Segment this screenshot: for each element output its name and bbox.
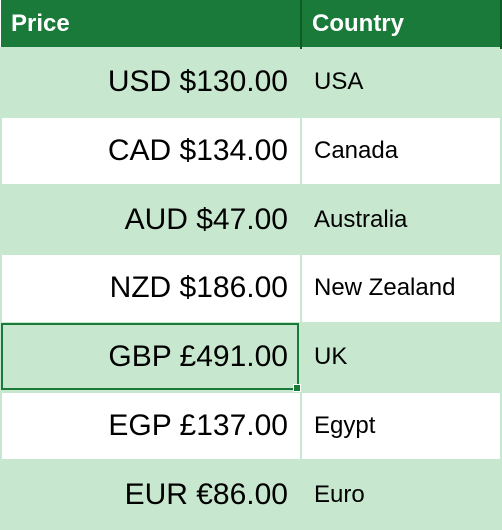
- country-cell[interactable]: New Zealand: [301, 254, 501, 323]
- country-cell[interactable]: UK: [301, 323, 501, 392]
- price-cell[interactable]: USD $130.00: [1, 48, 301, 117]
- table-row: EUR €86.00 Euro: [1, 460, 501, 529]
- country-cell[interactable]: Euro: [301, 460, 501, 529]
- table-header-row: Price Country: [1, 0, 501, 48]
- price-cell[interactable]: EGP £137.00: [1, 392, 301, 461]
- country-cell[interactable]: USA: [301, 48, 501, 117]
- price-cell[interactable]: AUD $47.00: [1, 185, 301, 254]
- price-cell[interactable]: GBP £491.00: [1, 323, 301, 392]
- country-cell[interactable]: Canada: [301, 117, 501, 186]
- table-row: NZD $186.00 New Zealand: [1, 254, 501, 323]
- table-row: AUD $47.00 Australia: [1, 185, 501, 254]
- col-header-country[interactable]: Country: [301, 0, 501, 48]
- table-row: GBP £491.00 UK: [1, 323, 501, 392]
- col-header-price[interactable]: Price: [1, 0, 301, 48]
- country-cell[interactable]: Australia: [301, 185, 501, 254]
- price-cell[interactable]: NZD $186.00: [1, 254, 301, 323]
- price-cell[interactable]: EUR €86.00: [1, 460, 301, 529]
- price-cell[interactable]: CAD $134.00: [1, 117, 301, 186]
- table-row: USD $130.00 USA: [1, 48, 501, 117]
- table-row: CAD $134.00 Canada: [1, 117, 501, 186]
- price-country-table: Price Country USD $130.00 USA CAD $134.0…: [0, 0, 502, 530]
- country-cell[interactable]: Egypt: [301, 392, 501, 461]
- table-row: EGP £137.00 Egypt: [1, 392, 501, 461]
